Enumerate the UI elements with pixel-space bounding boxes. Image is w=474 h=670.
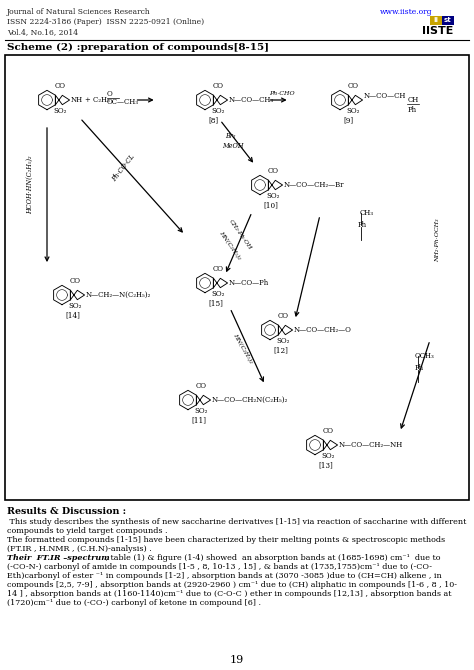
Text: , table (1) & figure (1-4) showed  an absorption bands at (1685-1698) cm⁻¹  due : , table (1) & figure (1-4) showed an abs… xyxy=(103,554,440,562)
Text: SO₂: SO₂ xyxy=(195,407,208,415)
Text: ISSN 2224-3186 (Paper)  ISSN 2225-0921 (Online): ISSN 2224-3186 (Paper) ISSN 2225-0921 (O… xyxy=(7,18,204,26)
Text: Results & Discussion :: Results & Discussion : xyxy=(7,507,126,516)
Text: SO₂: SO₂ xyxy=(212,289,225,297)
Text: Ph·CHO: Ph·CHO xyxy=(270,91,295,96)
Text: CO: CO xyxy=(268,168,279,176)
Text: [14]: [14] xyxy=(65,311,80,319)
Text: [13]: [13] xyxy=(318,461,333,469)
Text: SO₂: SO₂ xyxy=(346,107,360,115)
Bar xyxy=(442,16,454,25)
Text: O: O xyxy=(107,90,112,98)
Text: compounds to yield target compounds .: compounds to yield target compounds . xyxy=(7,527,167,535)
Text: N—CO—Ph: N—CO—Ph xyxy=(228,279,269,287)
Text: Ph·CO·CL: Ph·CO·CL xyxy=(110,153,137,184)
Text: Ph: Ph xyxy=(358,221,367,229)
Text: N—CO—CH₂—O: N—CO—CH₂—O xyxy=(293,326,351,334)
Text: Ph: Ph xyxy=(408,106,417,114)
Text: HCOH·HN(C₂H₅)₂: HCOH·HN(C₂H₅)₂ xyxy=(26,155,34,214)
Text: ii: ii xyxy=(434,17,438,23)
Text: Scheme (2) :preparation of compounds[8-15]: Scheme (2) :preparation of compounds[8-1… xyxy=(7,43,269,52)
Text: SO₂: SO₂ xyxy=(212,107,225,115)
Text: [12]: [12] xyxy=(273,346,288,354)
Text: CO: CO xyxy=(213,82,224,90)
Bar xyxy=(5,55,469,500)
Text: CH₂·Ph·OH: CH₂·Ph·OH xyxy=(228,219,253,251)
Text: Vol.4, No.16, 2014: Vol.4, No.16, 2014 xyxy=(7,28,78,36)
Text: 14 ] , absorption bands at (1160-1140)cm⁻¹ due to (C-O-C ) ether in compounds [1: 14 ] , absorption bands at (1160-1140)cm… xyxy=(7,590,452,598)
Text: The formatted compounds [1-15] have been characterized by their melting points &: The formatted compounds [1-15] have been… xyxy=(7,536,445,544)
Text: + C₂H₅: + C₂H₅ xyxy=(84,96,109,104)
Text: IISTE: IISTE xyxy=(422,26,453,36)
Text: SO₂: SO₂ xyxy=(277,337,290,344)
Text: Eth)carbonyl of ester ⁻¹ in compounds [1-2] , absorption bands at (3070 -3085 )d: Eth)carbonyl of ester ⁻¹ in compounds [1… xyxy=(7,572,442,580)
Text: CH₃: CH₃ xyxy=(360,209,374,217)
Text: CO: CO xyxy=(213,265,224,273)
Text: CO: CO xyxy=(323,427,334,436)
Text: HN(C₂H₅)₂: HN(C₂H₅)₂ xyxy=(218,230,242,261)
Text: (1720)cm⁻¹ due to (-CO-) carbonyl of ketone in compound [6] .: (1720)cm⁻¹ due to (-CO-) carbonyl of ket… xyxy=(7,599,261,607)
Text: [8]: [8] xyxy=(208,116,218,124)
Text: [9]: [9] xyxy=(343,116,353,124)
Text: [11]: [11] xyxy=(191,416,206,424)
Text: (FT.IR , H.NMR , (C.H.N)-analysis) .: (FT.IR , H.NMR , (C.H.N)-analysis) . xyxy=(7,545,152,553)
Text: SO₂: SO₂ xyxy=(322,452,335,460)
Text: MeOH: MeOH xyxy=(222,142,244,150)
Text: Journal of Natural Sciences Research: Journal of Natural Sciences Research xyxy=(7,8,151,16)
Text: [10]: [10] xyxy=(263,201,278,209)
Bar xyxy=(430,16,442,25)
Text: CO: CO xyxy=(196,383,207,391)
Text: CO: CO xyxy=(55,82,66,90)
Text: Their  FT.IR –spectrum: Their FT.IR –spectrum xyxy=(7,554,110,562)
Text: CH: CH xyxy=(408,96,419,104)
Text: N—CO—CH₂—NH: N—CO—CH₂—NH xyxy=(338,441,403,449)
Text: SO₂: SO₂ xyxy=(54,107,67,115)
Text: N—CO—CH₃: N—CO—CH₃ xyxy=(228,96,273,104)
Text: [15]: [15] xyxy=(208,299,223,307)
Text: N—CO—CH: N—CO—CH xyxy=(364,92,406,100)
Text: NH₂·Ph·OCH₃: NH₂·Ph·OCH₃ xyxy=(436,218,440,262)
Text: SO₂: SO₂ xyxy=(267,192,280,200)
Text: 19: 19 xyxy=(230,655,244,665)
Text: This study describes the synthesis of new saccharine derivatives [1-15] via reac: This study describes the synthesis of ne… xyxy=(7,518,466,526)
Text: NH: NH xyxy=(71,96,82,104)
Text: (-CO-N-) carbonyl of amide in compounds [1-5 , 8, 10-13 , 15] , & bands at (1735: (-CO-N-) carbonyl of amide in compounds … xyxy=(7,563,432,571)
Text: Br₂: Br₂ xyxy=(225,132,236,140)
Text: CO: CO xyxy=(278,312,289,320)
Text: compounds [2,5, 7-9] , absorption bands at (2920-2960 ) cm⁻¹ due to (CH) aliphat: compounds [2,5, 7-9] , absorption bands … xyxy=(7,581,457,589)
Text: N—CH₂—N(C₂H₅)₂: N—CH₂—N(C₂H₅)₂ xyxy=(86,291,151,299)
Text: N—CO—CH₂—Br: N—CO—CH₂—Br xyxy=(283,181,344,189)
Text: st: st xyxy=(444,17,452,23)
Text: SO₂: SO₂ xyxy=(69,302,82,310)
Text: OCH₃: OCH₃ xyxy=(415,352,435,360)
Text: CO: CO xyxy=(348,82,359,90)
Text: CO: CO xyxy=(70,277,81,285)
Text: N—CO—CH₂N(C₂H₅)₂: N—CO—CH₂N(C₂H₅)₂ xyxy=(211,396,288,404)
Text: OC—CH₃: OC—CH₃ xyxy=(107,98,138,106)
Text: HN(C₂H₅)₂: HN(C₂H₅)₂ xyxy=(232,332,253,364)
Text: www.iiste.org: www.iiste.org xyxy=(380,8,432,16)
Text: Ph: Ph xyxy=(415,364,424,372)
